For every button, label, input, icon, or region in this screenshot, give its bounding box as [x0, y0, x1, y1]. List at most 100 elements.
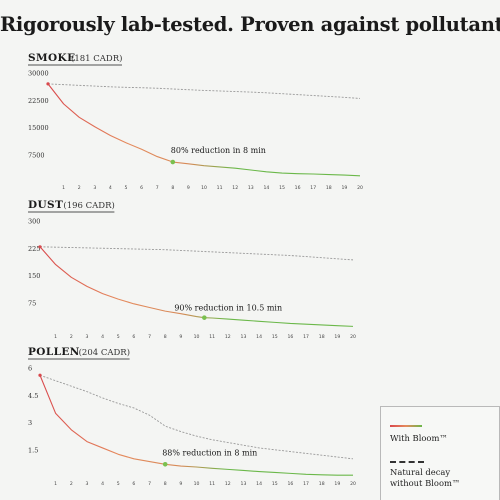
x-tick-label: 16	[295, 185, 301, 191]
x-tick-label: 5	[117, 334, 120, 340]
x-tick-label: 2	[78, 185, 81, 191]
x-tick-label: 9	[179, 334, 182, 340]
x-tick-label: 1	[54, 481, 57, 487]
y-tick-label: 7500	[28, 151, 45, 159]
x-tick-label: 10	[194, 334, 200, 340]
page-title: Rigorously lab-tested. Proven against po…	[0, 13, 500, 36]
x-tick-label: 6	[132, 334, 135, 340]
x-tick-label: 1	[54, 334, 57, 340]
x-tick-label: 19	[341, 185, 347, 191]
legend-with-bloom-label: With Bloom™	[390, 433, 448, 443]
natural-decay-line	[39, 246, 354, 261]
annotation-label: 90% reduction in 10.5 min	[174, 304, 282, 313]
x-tick-label: 17	[303, 334, 309, 340]
x-tick-label: 11	[217, 185, 223, 191]
y-tick-label: 300	[28, 218, 40, 226]
annotation-marker	[170, 159, 176, 165]
y-tick-label: 1.5	[28, 446, 38, 454]
y-tick-label: 4.5	[28, 392, 38, 400]
x-tick-label: 7	[156, 185, 159, 191]
x-tick-label: 3	[93, 185, 96, 191]
y-tick-label: 75	[28, 299, 36, 307]
x-tick-label: 11	[209, 334, 215, 340]
annotation-label: 80% reduction in 8 min	[171, 146, 266, 155]
x-tick-label: 11	[209, 481, 215, 487]
x-tick-label: 2	[70, 334, 73, 340]
x-tick-label: 13	[248, 185, 254, 191]
x-tick-label: 20	[357, 185, 363, 191]
legend-natural-decay-label-1: Natural decay	[390, 467, 451, 477]
x-tick-label: 3	[85, 481, 88, 487]
x-tick-label: 4	[109, 185, 112, 191]
annotation-label: 88% reduction in 8 min	[162, 448, 257, 457]
y-tick-label: 6	[28, 365, 32, 373]
y-tick-label: 150	[28, 272, 40, 280]
x-tick-label: 20	[350, 334, 356, 340]
legend-with-bloom-swatch	[390, 425, 422, 427]
x-tick-label: 18	[319, 334, 325, 340]
x-tick-label: 5	[125, 185, 128, 191]
x-tick-label: 15	[272, 481, 278, 487]
x-tick-label: 13	[241, 334, 247, 340]
x-tick-label: 8	[171, 185, 174, 191]
y-tick-label: 3	[28, 419, 32, 427]
chart-legend: With Bloom™ Natural decay without Bloom™	[380, 406, 500, 500]
x-tick-label: 10	[201, 185, 207, 191]
x-tick-label: 14	[256, 481, 262, 487]
chart-title: DUST	[28, 199, 63, 211]
start-marker	[38, 373, 42, 377]
x-tick-label: 1	[62, 185, 65, 191]
with-bloom-line	[39, 246, 354, 327]
start-marker	[46, 82, 50, 86]
x-tick-label: 7	[148, 481, 151, 487]
start-marker	[38, 245, 42, 249]
x-tick-label: 16	[287, 481, 293, 487]
chart-subtitle: (204 CADR)	[79, 347, 130, 358]
legend-natural-decay-swatch	[390, 461, 424, 463]
x-tick-label: 17	[303, 481, 309, 487]
natural-decay-line	[47, 83, 361, 99]
x-tick-label: 19	[334, 481, 340, 487]
chart-subtitle: (196 CADR)	[63, 200, 114, 211]
x-tick-label: 4	[101, 481, 104, 487]
x-tick-label: 2	[70, 481, 73, 487]
x-tick-label: 13	[241, 481, 247, 487]
x-tick-label: 14	[256, 334, 262, 340]
annotation-marker	[202, 315, 207, 320]
chart-subtitle: (181 CADR)	[71, 53, 122, 64]
x-tick-label: 16	[287, 334, 293, 340]
x-tick-label: 9	[179, 481, 182, 487]
y-tick-label: 15000	[28, 124, 49, 132]
x-tick-label: 18	[326, 185, 332, 191]
x-tick-label: 4	[101, 334, 104, 340]
x-tick-label: 8	[164, 481, 167, 487]
x-tick-label: 3	[85, 334, 88, 340]
chart-pollen: POLLEN(204 CADR)64.531.51 2 3 4 5 6 7 8 9 10 11 12 1…	[28, 346, 356, 487]
x-tick-label: 12	[232, 185, 238, 191]
chart-title: POLLEN	[28, 346, 80, 358]
with-bloom-line	[47, 83, 361, 177]
x-tick-label: 8	[164, 334, 167, 340]
annotation-marker	[162, 461, 168, 467]
x-tick-label: 6	[132, 481, 135, 487]
x-tick-label: 9	[187, 185, 190, 191]
x-tick-label: 19	[334, 334, 340, 340]
x-tick-label: 12	[225, 481, 231, 487]
x-tick-label: 17	[310, 185, 316, 191]
x-tick-label: 10	[194, 481, 200, 487]
legend-natural-decay-label-2: without Bloom™	[390, 478, 461, 488]
x-tick-label: 5	[117, 481, 120, 487]
x-tick-label: 20	[350, 481, 356, 487]
x-tick-label: 12	[225, 334, 231, 340]
x-tick-label: 6	[140, 185, 143, 191]
x-tick-label: 14	[263, 185, 269, 191]
x-tick-label: 15	[279, 185, 285, 191]
x-tick-label: 15	[272, 334, 278, 340]
y-tick-label: 225	[28, 245, 40, 253]
x-tick-label: 18	[319, 481, 325, 487]
with-bloom-line	[39, 375, 353, 476]
x-tick-label: 7	[148, 334, 151, 340]
